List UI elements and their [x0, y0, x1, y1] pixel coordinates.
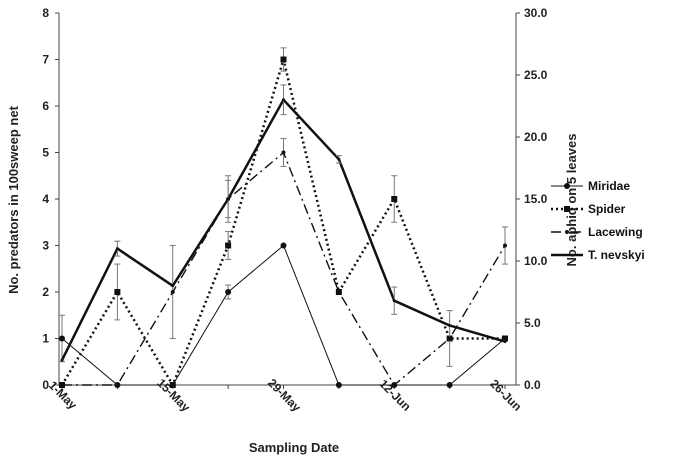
y-left-tick-label: 5 [42, 146, 49, 160]
y-left-tick-label: 4 [42, 192, 49, 206]
legend-marker [565, 230, 569, 234]
series-miridae [59, 242, 508, 388]
data-point [447, 336, 452, 341]
series-line [62, 151, 506, 386]
data-point [60, 358, 64, 362]
data-point [448, 323, 452, 327]
data-point [503, 243, 507, 248]
data-point [225, 242, 232, 249]
data-point [280, 56, 287, 63]
x-tick-label: 29-May [265, 376, 304, 415]
data-point [280, 242, 287, 249]
legend-label: Miridae [588, 179, 630, 193]
y-right-tick-label: 0.0 [524, 378, 541, 392]
ticks: 0123456780.05.010.015.020.025.030.01-May… [42, 6, 547, 415]
legend-label: T. nevskyi [588, 248, 645, 262]
data-point [502, 335, 508, 342]
y-right-tick-label: 30.0 [524, 6, 548, 20]
y-right-tick-label: 5.0 [524, 316, 541, 330]
data-point [115, 247, 119, 251]
legend-entry: Lacewing [551, 225, 643, 239]
data-point [60, 383, 64, 387]
data-point [225, 289, 232, 295]
y-left-tick-label: 7 [42, 53, 49, 67]
axes [58, 13, 517, 386]
data-point [281, 150, 286, 155]
data-point [59, 335, 65, 342]
series-t-nevskyi [60, 84, 507, 362]
data-point [226, 197, 230, 201]
y-left-tick-label: 6 [42, 99, 49, 113]
y-right-tick-label: 20.0 [524, 130, 548, 144]
y-right-tick-label: 25.0 [524, 68, 548, 82]
x-tick-label: 26-Jun [487, 377, 524, 414]
y-axis-right-title: No. aphid on 5 leaves [564, 134, 579, 267]
data-point [391, 196, 398, 202]
y-right-tick-label: 10.0 [524, 254, 548, 268]
y-left-tick-label: 3 [42, 239, 49, 253]
y-left-tick-label: 8 [42, 6, 49, 20]
legend: Miridae Spider Lacewing T. nevskyi [551, 179, 645, 262]
data-point [170, 290, 175, 294]
data-point [337, 157, 341, 161]
data-point [114, 289, 121, 295]
legend-label: Spider [588, 202, 626, 216]
legend-entry: Spider [551, 202, 626, 216]
y-left-tick-label: 0 [42, 378, 49, 392]
y-left-tick-label: 2 [42, 285, 49, 299]
data-point [282, 98, 285, 102]
legend-entry: T. nevskyi [551, 248, 645, 262]
x-tick-label: 15-May [154, 376, 193, 415]
data-point [335, 382, 342, 388]
legend-marker [564, 206, 570, 212]
y-right-tick-label: 15.0 [524, 192, 548, 206]
data-point [169, 382, 176, 388]
data-point [171, 284, 175, 288]
x-axis-title: Sampling Date [249, 440, 339, 455]
legend-marker [564, 183, 570, 189]
data-point [503, 340, 507, 344]
data-point [392, 299, 396, 303]
data-point [336, 290, 341, 294]
legend-label: Lacewing [588, 225, 643, 239]
data-point [392, 383, 397, 387]
y-left-tick-label: 1 [42, 332, 49, 346]
data-point [115, 383, 120, 387]
y-axis-left-title: No. predators in 100sweep net [6, 105, 21, 294]
data-point [446, 382, 453, 388]
series-line [61, 245, 506, 386]
series-layer [59, 47, 508, 388]
series-lacewing [60, 138, 508, 387]
legend-entry: Miridae [551, 179, 630, 193]
